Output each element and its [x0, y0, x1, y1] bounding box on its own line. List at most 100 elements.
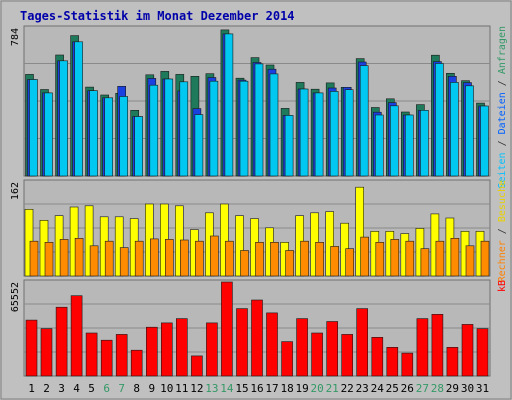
bar-top-seiten-day-24 — [374, 114, 384, 177]
x-tick-label-day-30: 30 — [461, 382, 474, 395]
bar-middle-besuche-day-7 — [114, 216, 124, 277]
bar-middle-rechner-day-16 — [255, 242, 264, 277]
bar-bottom-kb-day-19 — [296, 318, 308, 377]
panel-middle: 162 Rechner / Besuche — [10, 179, 508, 282]
y-max-label-middle: 162 — [10, 182, 21, 200]
bar-top-seiten-day-20 — [314, 92, 324, 177]
chart-panels: 784 Seiten / Dateien / Anfragen 162 Rechner… — [10, 25, 508, 377]
legend-part-middle-2: Besuche — [497, 180, 508, 222]
x-tick-label-day-1: 1 — [28, 382, 35, 395]
x-tick-label-day-2: 2 — [43, 382, 50, 395]
x-tick-label-day-28: 28 — [431, 382, 444, 395]
x-tick-label-day-6: 6 — [103, 382, 110, 395]
bar-bottom-kb-day-2 — [40, 328, 53, 377]
bar-top-seiten-day-22 — [344, 89, 354, 177]
x-tick-label-day-18: 18 — [280, 382, 293, 395]
legend-bottom: kB — [497, 280, 508, 292]
legend-middle: Rechner / Besuche — [497, 180, 508, 282]
bar-bottom-kb-day-28 — [431, 313, 444, 377]
x-tick-label-day-11: 11 — [175, 382, 188, 395]
bar-bottom-kb-day-21 — [326, 321, 339, 377]
bar-middle-rechner-day-17 — [270, 242, 279, 277]
bar-middle-rechner-day-11 — [180, 239, 189, 277]
bar-bottom-kb-day-5 — [85, 332, 98, 377]
bar-middle-rechner-day-5 — [89, 245, 99, 277]
bar-top-seiten-day-30 — [465, 85, 474, 177]
bar-bottom-kb-day-12 — [191, 355, 203, 377]
bar-middle-rechner-day-1 — [29, 240, 39, 277]
bar-middle-rechner-day-22 — [345, 248, 355, 277]
bar-middle-rechner-day-2 — [44, 242, 54, 277]
bar-middle-rechner-day-7 — [119, 247, 129, 277]
bar-middle-rechner-day-3 — [59, 239, 69, 277]
legend-part-top-3: / — [497, 74, 508, 92]
bar-middle-rechner-day-8 — [134, 240, 144, 277]
bar-middle-besuche-day-5 — [84, 205, 94, 277]
panel-bottom: 65552 kB — [10, 279, 508, 377]
bar-bottom-kb-day-10 — [161, 322, 173, 377]
bar-middle-rechner-day-25 — [390, 239, 400, 277]
bar-bottom-kb-day-29 — [446, 346, 459, 377]
legend-part-top-2: Dateien — [497, 92, 508, 134]
bar-top-seiten-day-12 — [194, 114, 204, 177]
bar-bottom-kb-day-3 — [55, 306, 68, 377]
bar-top-seiten-day-5 — [89, 90, 98, 177]
x-tick-label-day-13: 13 — [205, 382, 218, 395]
bar-middle-rechner-day-20 — [315, 242, 324, 277]
x-tick-label-day-17: 17 — [265, 382, 278, 395]
y-max-label-bottom: 65552 — [10, 282, 21, 312]
bar-top-seiten-day-26 — [404, 114, 414, 177]
legend-top: Seiten / Dateien / Anfragen — [497, 26, 508, 189]
x-tick-label-day-19: 19 — [295, 382, 308, 395]
bar-bottom-kb-day-14 — [221, 281, 233, 377]
x-tick-label-day-7: 7 — [118, 382, 125, 395]
bar-top-seiten-day-8 — [134, 116, 143, 177]
bar-top-seiten-day-17 — [269, 73, 279, 177]
bar-middle-rechner-day-6 — [104, 240, 114, 277]
x-tick-label-day-26: 26 — [401, 382, 414, 395]
bar-top-seiten-day-16 — [254, 63, 264, 177]
legend-part-top-0: Seiten — [497, 152, 508, 188]
bar-top-seiten-day-2 — [44, 92, 53, 177]
bar-top-seiten-day-13 — [209, 80, 219, 177]
bar-bottom-kb-day-16 — [251, 299, 263, 377]
x-tick-label-day-8: 8 — [133, 382, 140, 395]
bar-top-seiten-day-6 — [104, 97, 113, 177]
bar-bottom-kb-day-23 — [356, 308, 369, 377]
bar-top-seiten-day-19 — [299, 88, 309, 177]
bar-middle-rechner-day-15 — [240, 250, 249, 277]
bar-middle-rechner-day-14 — [225, 240, 234, 277]
x-tick-label-day-15: 15 — [235, 382, 248, 395]
x-tick-label-day-10: 10 — [160, 382, 173, 395]
x-tick-label-day-29: 29 — [446, 382, 459, 395]
bar-middle-rechner-day-21 — [330, 246, 340, 277]
bar-middle-rechner-day-12 — [195, 240, 204, 277]
bar-top-seiten-day-21 — [329, 91, 339, 177]
bar-bottom-kb-day-1 — [25, 319, 38, 377]
x-tick-label-day-23: 23 — [356, 382, 369, 395]
bar-bottom-kb-day-27 — [416, 318, 429, 377]
x-tick-label-day-22: 22 — [341, 382, 354, 395]
x-tick-label-day-9: 9 — [148, 382, 155, 395]
bar-top-seiten-day-18 — [284, 115, 294, 177]
bar-bottom-kb-day-26 — [401, 352, 414, 377]
bar-bottom-kb-day-22 — [341, 334, 354, 377]
bar-bottom-kb-day-4 — [70, 295, 83, 377]
bar-middle-rechner-day-9 — [150, 238, 159, 277]
chart-title: Tages-Statistik im Monat Dezember 2014 — [20, 9, 295, 23]
bar-middle-rechner-day-24 — [375, 242, 385, 277]
bar-top-seiten-day-29 — [450, 82, 459, 177]
bar-top-seiten-day-31 — [480, 105, 489, 177]
bar-middle-besuche-day-15 — [235, 215, 244, 277]
bar-bottom-kb-day-8 — [130, 349, 143, 377]
bar-middle-rechner-day-27 — [420, 248, 430, 277]
panel-top: 784 Seiten / Dateien / Anfragen — [10, 25, 508, 189]
bar-top-seiten-day-4 — [74, 41, 83, 177]
x-tick-label-day-5: 5 — [88, 382, 95, 395]
bar-middle-besuche-day-14 — [220, 203, 229, 277]
bar-top-seiten-day-3 — [59, 60, 68, 177]
x-tick-label-day-21: 21 — [326, 382, 339, 395]
legend-part-middle-0: Rechner — [497, 240, 508, 282]
